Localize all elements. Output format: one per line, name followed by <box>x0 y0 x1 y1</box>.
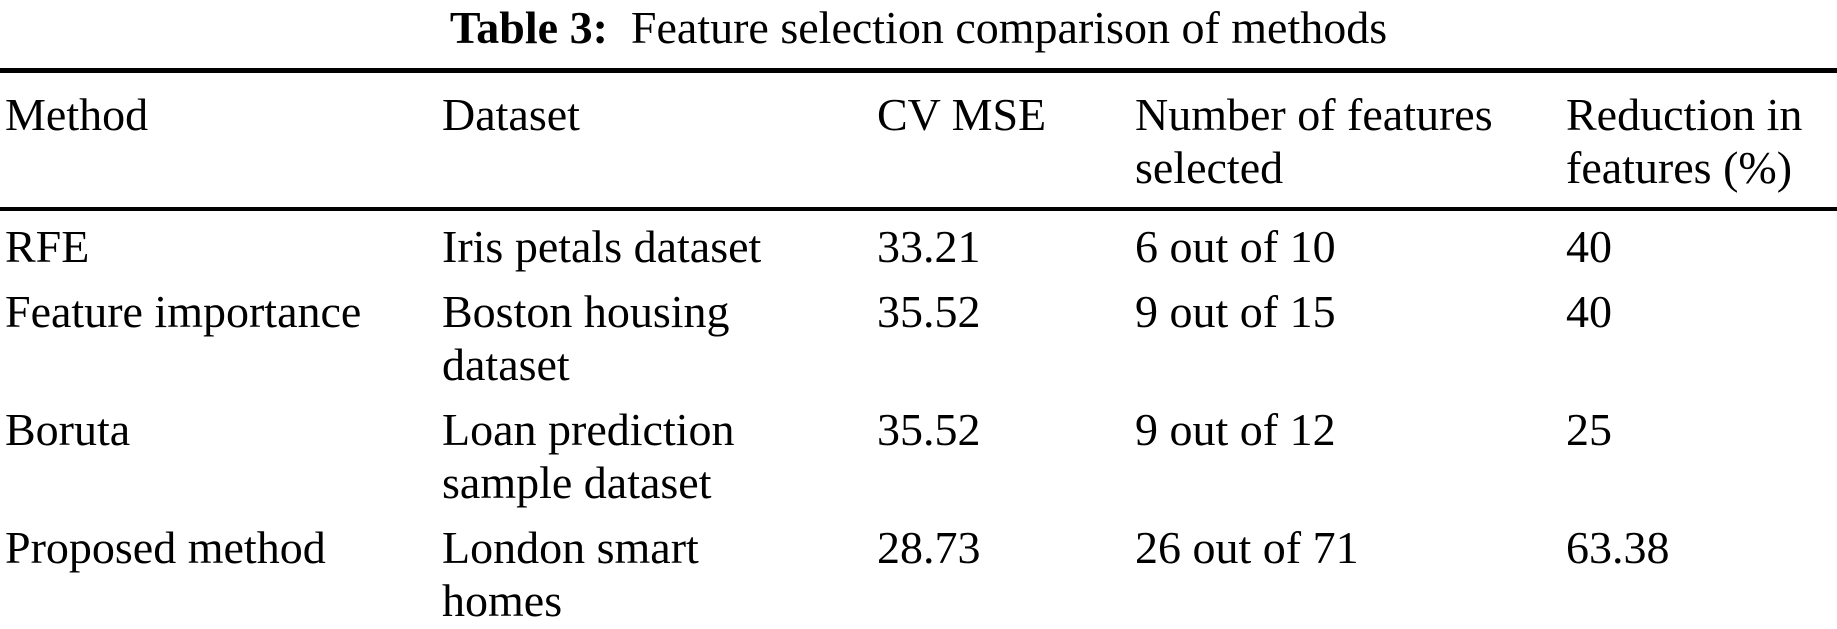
cell-features: 9 out of 15 <box>1135 286 1336 337</box>
cell-reduction: 40 <box>1566 286 1612 337</box>
cell-cv-mse: 35.52 <box>877 286 981 337</box>
col-header-features: Number of features selected <box>1130 70 1561 211</box>
cell-method: RFE <box>5 221 90 272</box>
col-header-method: Method <box>0 70 437 211</box>
cell-method: Proposed method <box>5 522 326 573</box>
cell-reduction: 63.38 <box>1566 522 1670 573</box>
col-header-cv-mse: CV MSE <box>872 70 1130 211</box>
feature-selection-comparison-table: Method Dataset CV MSE Number of features… <box>0 68 1837 629</box>
table-row: Proposed method London smart homes 28.73… <box>0 515 1837 629</box>
header-row: Method Dataset CV MSE Number of features… <box>0 70 1837 211</box>
cell-dataset: London smart homes <box>442 522 699 626</box>
table-caption-label: Table 3: <box>449 2 608 53</box>
col-header-reduction: Reduction in features (%) <box>1561 70 1837 211</box>
cell-reduction: 40 <box>1566 221 1612 272</box>
cell-features: 9 out of 12 <box>1135 404 1336 455</box>
cell-features: 6 out of 10 <box>1135 221 1336 272</box>
cell-reduction: 25 <box>1566 404 1612 455</box>
table-caption-text: Feature selection comparison of methods <box>630 2 1388 53</box>
cell-dataset: Boston housing dataset <box>442 286 730 390</box>
cell-cv-mse: 35.52 <box>877 404 981 455</box>
cell-method: Feature importance <box>5 286 362 337</box>
cell-cv-mse: 33.21 <box>877 221 981 272</box>
table-row: RFE Iris petals dataset 33.21 6 out of 1… <box>0 209 1837 279</box>
col-header-dataset: Dataset <box>437 70 872 211</box>
table-row: Feature importance Boston housing datase… <box>0 279 1837 397</box>
cell-dataset: Loan prediction sample dataset <box>442 404 735 508</box>
cell-method: Boruta <box>5 404 131 455</box>
cell-features: 26 out of 71 <box>1135 522 1359 573</box>
table-row: Boruta Loan prediction sample dataset 35… <box>0 397 1837 515</box>
cell-dataset: Iris petals dataset <box>442 221 762 272</box>
table-caption: Table 3: Feature selection comparison of … <box>0 2 1837 54</box>
cell-cv-mse: 28.73 <box>877 522 981 573</box>
